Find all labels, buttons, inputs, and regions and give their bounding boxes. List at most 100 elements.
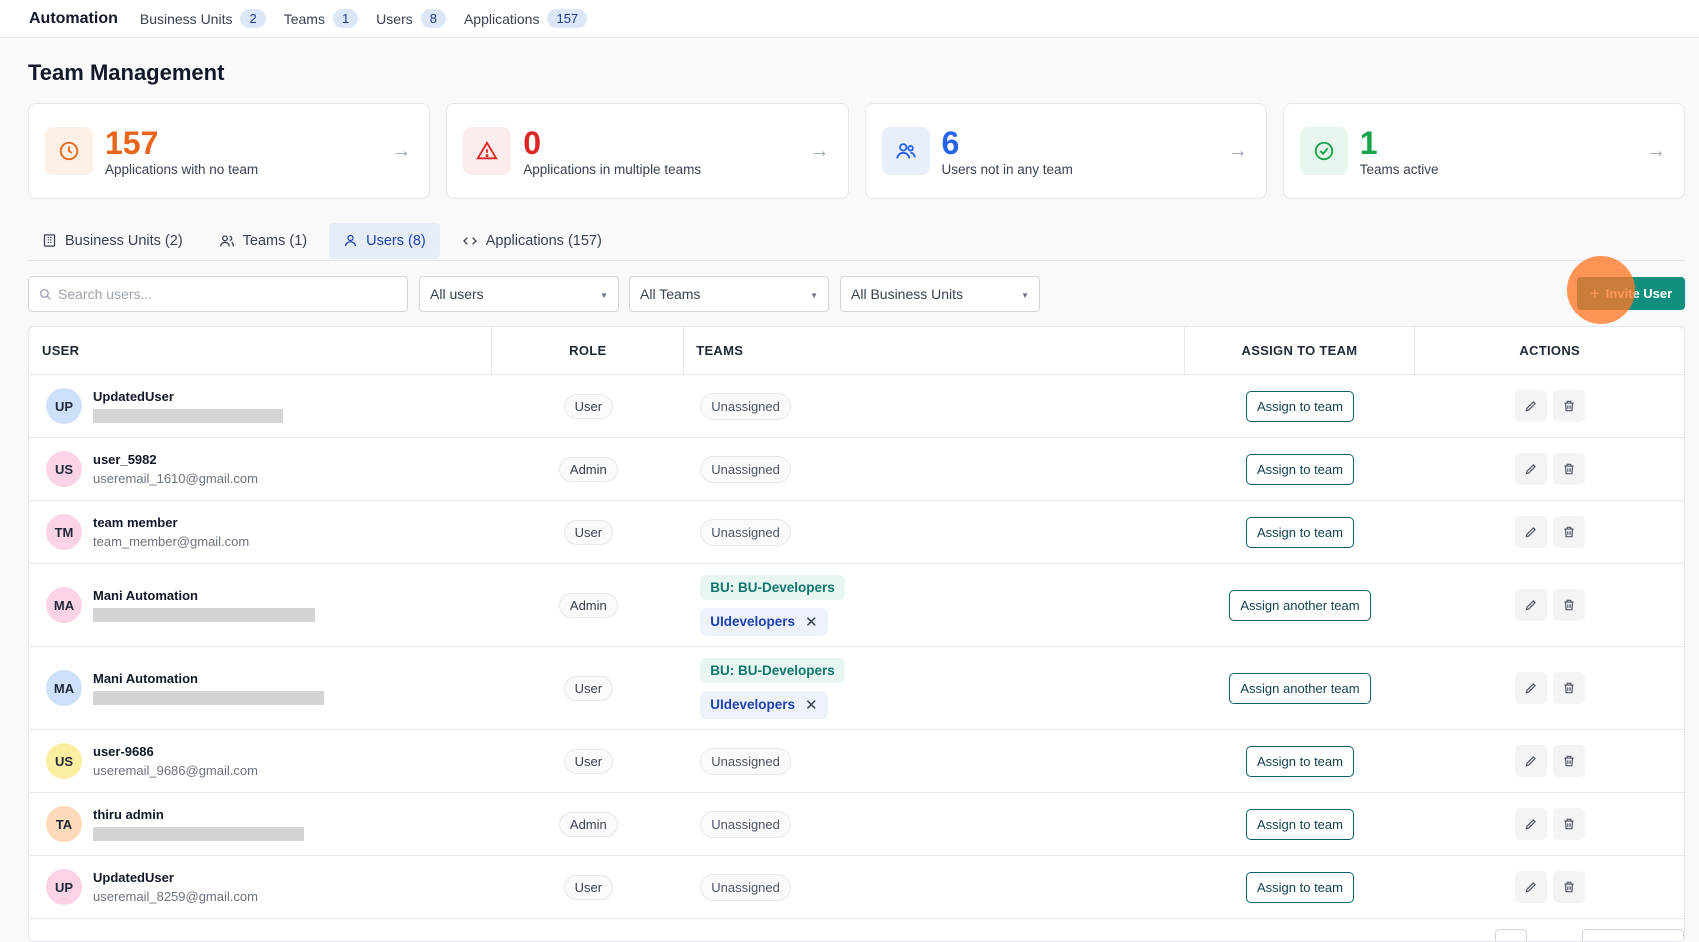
assign-to-team-button[interactable]: Assign to team — [1245, 516, 1354, 548]
remove-team-icon[interactable]: ✕ — [805, 613, 818, 631]
redacted-email — [93, 409, 283, 423]
edit-icon[interactable] — [1514, 453, 1547, 485]
stat-value: 0 — [523, 124, 542, 161]
users-icon — [881, 127, 930, 175]
teams-cell: Unassigned — [684, 856, 1184, 918]
stat-card-users-no-team[interactable]: 6 Users not in any team → — [864, 103, 1267, 199]
tab-applications[interactable]: Applications (157) — [448, 223, 616, 259]
edit-icon[interactable] — [1514, 516, 1547, 548]
select-value: All Teams — [640, 286, 701, 302]
edit-icon[interactable] — [1514, 745, 1547, 777]
role-badge: User — [563, 393, 614, 419]
table-row: UP UpdatedUser User Unassigned Assign to tea… — [29, 375, 1684, 438]
unassigned-badge: Unassigned — [700, 747, 791, 775]
assign-cell: Assign another team — [1185, 564, 1416, 646]
chevron-down-icon: ▼ — [810, 291, 818, 300]
edit-icon[interactable] — [1514, 672, 1547, 704]
assign-another-team-button[interactable]: Assign another team — [1229, 672, 1371, 704]
business-unit-badge: BU: BU-Developers — [700, 657, 845, 683]
tab-teams[interactable]: Teams (1) — [205, 223, 321, 259]
stat-value: 6 — [941, 124, 960, 161]
table-row: TA thiru admin Admin Unassigned Assign to te… — [29, 793, 1684, 856]
assign-to-team-button[interactable]: Assign to team — [1245, 745, 1354, 777]
avatar: UP — [46, 388, 82, 424]
table-row: MA Mani Automation Admin BU: BU-Developers U… — [29, 564, 1684, 647]
actions-cell — [1415, 647, 1684, 729]
search-box[interactable] — [28, 276, 408, 312]
stat-value: 157 — [105, 124, 159, 161]
user-name: user-9686 — [93, 744, 154, 759]
assign-cell: Assign to team — [1185, 375, 1416, 437]
trash-icon[interactable] — [1552, 808, 1585, 840]
trash-icon[interactable] — [1552, 589, 1585, 621]
role-badge: User — [563, 675, 614, 701]
invite-user-button[interactable]: + Invite User — [1577, 277, 1685, 310]
avatar: US — [46, 451, 82, 487]
nav-link-teams[interactable]: Teams 1 — [284, 9, 359, 28]
edit-icon[interactable] — [1514, 871, 1547, 903]
nav-link-users[interactable]: Users 8 — [376, 9, 446, 28]
user-email: team_member@gmail.com — [93, 534, 250, 549]
teams-filter-select[interactable]: All Teams ▼ — [629, 276, 829, 312]
trash-icon[interactable] — [1552, 390, 1585, 422]
invite-user-label: Invite User — [1605, 286, 1673, 301]
select-value: All users — [430, 286, 484, 302]
role-badge: Admin — [558, 811, 618, 837]
nav-link-business-units[interactable]: Business Units 2 — [140, 9, 266, 28]
column-header-actions: ACTIONS — [1519, 343, 1580, 358]
trash-icon[interactable] — [1552, 516, 1585, 548]
edit-icon[interactable] — [1514, 390, 1547, 422]
trash-icon[interactable] — [1552, 453, 1585, 485]
assign-to-team-button[interactable]: Assign to team — [1245, 808, 1354, 840]
search-input[interactable] — [58, 286, 388, 302]
actions-cell — [1415, 856, 1684, 918]
edit-icon[interactable] — [1514, 808, 1547, 840]
avatar: US — [46, 743, 82, 779]
assign-to-team-button[interactable]: Assign to team — [1245, 453, 1354, 485]
role-badge: User — [563, 874, 614, 900]
nav-count-badge: 157 — [547, 9, 588, 28]
stat-value: 1 — [1359, 124, 1378, 161]
assign-to-team-button[interactable]: Assign to team — [1245, 390, 1354, 422]
trash-icon[interactable] — [1552, 745, 1585, 777]
trash-icon[interactable] — [1552, 672, 1585, 704]
user-icon — [345, 234, 357, 247]
business-units-filter-select[interactable]: All Business Units ▼ — [840, 276, 1040, 312]
pagination-page-button[interactable] — [1495, 929, 1527, 941]
table-header: USER ROLE TEAMS ASSIGN TO TEAM ACTIONS — [29, 327, 1684, 375]
assign-another-team-button[interactable]: Assign another team — [1229, 589, 1371, 621]
edit-icon[interactable] — [1514, 589, 1547, 621]
table-row: US user_5982 useremail_1610@gmail.com Admin… — [29, 438, 1684, 501]
user-name: thiru admin — [93, 807, 164, 822]
team-chip-label: UIdevelopers — [710, 697, 796, 712]
teams-cell: BU: BU-Developers UIdevelopers ✕ — [684, 564, 1184, 646]
avatar: UP — [46, 869, 82, 905]
avatar: MA — [46, 670, 82, 706]
role-cell: Admin — [492, 438, 684, 500]
stat-label: Teams active — [1359, 161, 1439, 177]
actions-cell — [1415, 793, 1684, 855]
nav-link-label: Business Units — [139, 10, 233, 27]
page-size-select[interactable] — [1582, 929, 1684, 941]
user-cell: TM team member team_member@gmail.com — [29, 501, 492, 563]
remove-team-icon[interactable]: ✕ — [805, 696, 818, 714]
stat-card-multiple-teams[interactable]: 0 Applications in multiple teams → — [446, 103, 849, 199]
stat-card-no-team[interactable]: 157 Applications with no team → — [28, 103, 431, 199]
trash-icon[interactable] — [1552, 871, 1585, 903]
tab-users[interactable]: Users (8) — [329, 222, 440, 259]
user-cell: US user_5982 useremail_1610@gmail.com — [29, 438, 492, 500]
nav-link-applications[interactable]: Applications 157 — [464, 9, 588, 28]
redacted-email — [93, 608, 315, 622]
unassigned-badge: Unassigned — [700, 873, 791, 901]
stat-card-teams-active[interactable]: 1 Teams active → — [1282, 103, 1685, 199]
assign-to-team-button[interactable]: Assign to team — [1245, 871, 1354, 903]
users-filter-select[interactable]: All users ▼ — [419, 276, 619, 312]
assign-cell: Assign to team — [1185, 438, 1416, 500]
chevron-down-icon: ▼ — [600, 291, 608, 300]
page-title: Team Management — [28, 60, 225, 85]
tab-business-units[interactable]: Business Units (2) — [28, 223, 197, 259]
column-header-assign: ASSIGN TO TEAM — [1185, 327, 1416, 375]
teams-cell: Unassigned — [684, 793, 1184, 855]
avatar: TA — [46, 806, 82, 842]
avatar: MA — [46, 587, 82, 623]
